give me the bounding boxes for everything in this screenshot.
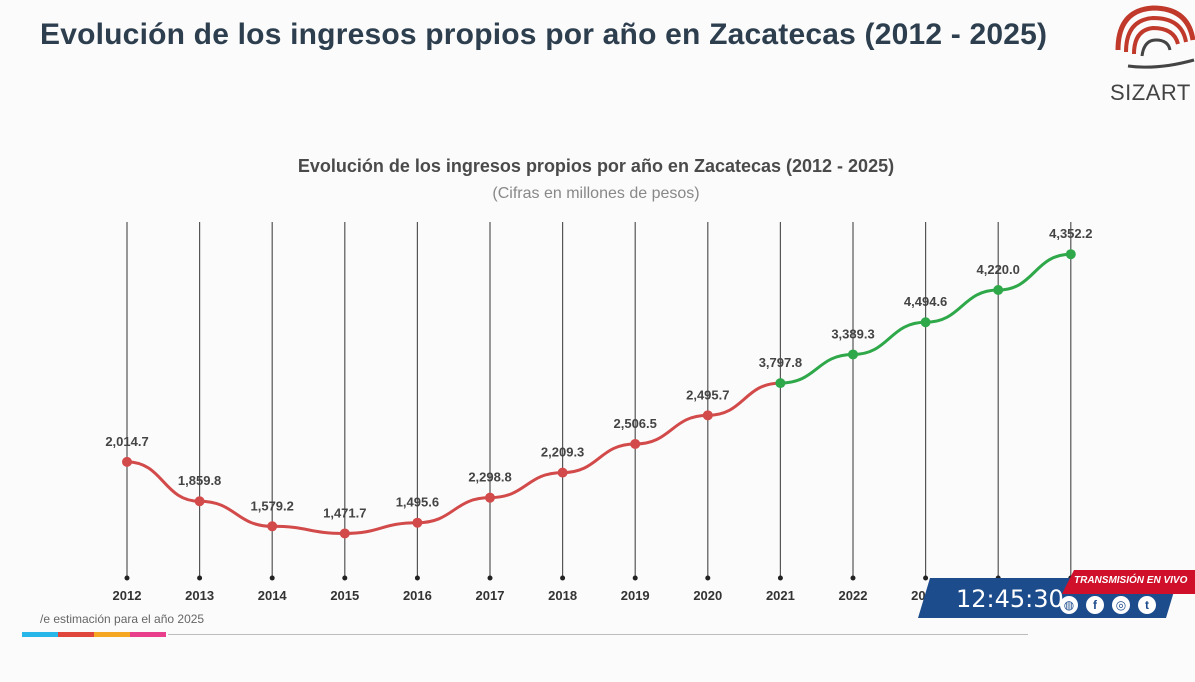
tick-mark (197, 575, 203, 581)
live-label: TRANSMISIÓN EN VIVO (1074, 575, 1188, 586)
accent-color-bar (22, 632, 166, 637)
tick-mark (124, 575, 130, 581)
data-label: 2,298.8 (468, 470, 511, 485)
x-tick-label: 2013 (185, 588, 214, 603)
chart-subtitle: (Cifras en millones de pesos) (492, 185, 699, 202)
x-tick-label: 2012 (113, 588, 142, 603)
clock: 12:45:30 (956, 585, 1064, 613)
data-label: 1,471.7 (323, 505, 366, 520)
data-label: 2,209.3 (541, 445, 584, 460)
live-badge (1062, 570, 1195, 594)
tick-mark (414, 575, 420, 581)
slide-title: Evolución de los ingresos propios por añ… (40, 18, 1048, 51)
data-point (557, 467, 568, 478)
data-point (848, 349, 858, 360)
tick-mark (342, 575, 348, 581)
tick-mark (632, 575, 638, 581)
data-point (920, 317, 931, 328)
x-tick-label: 2018 (548, 588, 577, 603)
data-point (702, 410, 713, 421)
data-label: 2,506.5 (614, 416, 657, 431)
data-label: 2,014.7 (105, 434, 148, 449)
x-tick-label: 2022 (839, 588, 868, 603)
tick-mark (850, 575, 856, 581)
series-line-historic (126, 381, 781, 535)
data-point (412, 517, 423, 528)
tick-mark (269, 575, 275, 581)
instagram-icon: ◎ (1112, 596, 1130, 614)
x-tick-label: 2014 (258, 588, 288, 603)
data-point (993, 285, 1004, 296)
data-label: 3,389.3 (831, 326, 874, 341)
data-point (267, 521, 278, 532)
x-tick-label: 2015 (330, 588, 359, 603)
data-point (485, 492, 495, 503)
data-point (194, 496, 205, 507)
x-tick-label: 2017 (476, 588, 505, 603)
tick-mark (705, 575, 711, 581)
x-tick-label: 2020 (693, 588, 722, 603)
data-label: 4,352.2 (1049, 226, 1092, 241)
data-label: 4,494.6 (904, 294, 947, 309)
tick-mark (560, 575, 566, 581)
accent-segment (130, 632, 166, 637)
footnote: /e estimación para el año 2025 (40, 612, 205, 626)
globe-icon: ◍ (1060, 596, 1078, 614)
data-point (339, 528, 350, 539)
sizart-logo (1115, 5, 1195, 69)
data-point (775, 378, 786, 389)
x-tick-label: 2019 (621, 588, 650, 603)
divider (168, 634, 1028, 635)
accent-segment (58, 632, 94, 637)
data-label: 1,859.8 (178, 473, 221, 488)
x-tick-label: 2021 (766, 588, 795, 603)
accent-segment (22, 632, 58, 637)
twitter-icon: t (1138, 596, 1156, 614)
data-label: 4,220.0 (977, 262, 1020, 277)
data-label: 3,797.8 (759, 355, 802, 370)
data-label: 1,579.2 (251, 498, 294, 513)
chart-title: Evolución de los ingresos propios por añ… (298, 156, 894, 176)
tick-mark (777, 575, 783, 581)
data-label: 2,495.7 (686, 387, 729, 402)
tick-mark (923, 575, 929, 581)
data-point (1065, 249, 1076, 260)
accent-segment (94, 632, 130, 637)
facebook-icon: f (1086, 596, 1104, 614)
tick-mark (487, 575, 493, 581)
data-point (122, 456, 132, 467)
logo-text: SIZART (1110, 80, 1191, 105)
data-point (630, 438, 641, 449)
x-tick-label: 2016 (403, 588, 432, 603)
data-label: 1,495.6 (396, 495, 439, 510)
